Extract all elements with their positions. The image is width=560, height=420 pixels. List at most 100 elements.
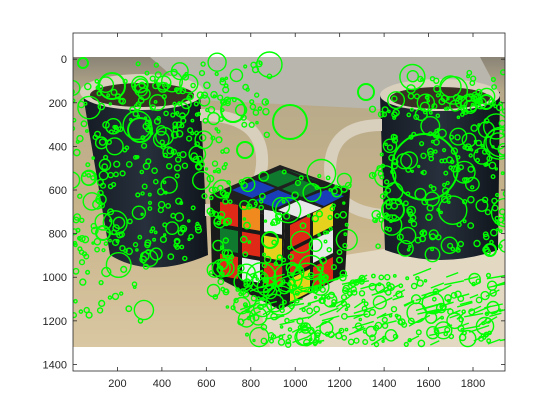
feature-circle bbox=[208, 195, 214, 201]
feature-circle bbox=[302, 183, 322, 203]
feature-circle bbox=[175, 129, 184, 138]
feature-circle bbox=[84, 82, 92, 91]
feature-circle bbox=[118, 231, 125, 238]
feature-circle bbox=[498, 119, 505, 128]
feature-circle bbox=[263, 255, 272, 264]
x-tick-label: 400 bbox=[153, 378, 171, 390]
feature-circle bbox=[139, 169, 145, 175]
feature-stroke bbox=[292, 336, 308, 344]
feature-stroke bbox=[439, 301, 454, 308]
feature-circle bbox=[219, 189, 227, 197]
feature-circle bbox=[448, 165, 454, 170]
feature-circle bbox=[196, 91, 205, 99]
feature-circle bbox=[148, 94, 166, 112]
feature-circle bbox=[237, 264, 245, 273]
feature-stroke bbox=[499, 338, 505, 342]
feature-circle bbox=[140, 191, 145, 196]
feature-stroke bbox=[430, 308, 442, 314]
feature-stroke bbox=[487, 283, 505, 289]
feature-circle bbox=[435, 93, 441, 98]
feature-circle bbox=[76, 134, 84, 143]
feature-stroke bbox=[421, 289, 442, 297]
feature-circle bbox=[382, 138, 398, 154]
feature-circle bbox=[258, 171, 270, 182]
feature-circle bbox=[95, 193, 107, 206]
feature-circle bbox=[219, 78, 227, 86]
feature-circle bbox=[390, 95, 398, 102]
feature-circle bbox=[407, 317, 415, 325]
feature-circle bbox=[287, 281, 292, 287]
feature-circle bbox=[173, 101, 190, 118]
feature-stroke bbox=[352, 320, 375, 329]
feature-circle bbox=[258, 192, 266, 200]
feature-circle bbox=[90, 226, 99, 235]
feature-circle bbox=[131, 205, 147, 220]
feature-circle bbox=[155, 124, 167, 136]
feature-circle bbox=[285, 338, 292, 345]
feature-circle bbox=[207, 52, 227, 72]
feature-circle bbox=[78, 309, 84, 314]
feature-circle bbox=[415, 275, 420, 281]
feature-circle bbox=[504, 130, 505, 132]
feature-stroke bbox=[464, 312, 484, 318]
feature-circle bbox=[339, 210, 348, 219]
feature-circle bbox=[423, 278, 428, 283]
feature-circle bbox=[374, 321, 383, 330]
feature-circle bbox=[396, 239, 414, 257]
feature-circle bbox=[294, 179, 302, 187]
feature-circle bbox=[392, 333, 399, 340]
feature-circle bbox=[370, 273, 376, 279]
feature-circle bbox=[386, 144, 394, 151]
feature-circle bbox=[390, 202, 399, 210]
feature-circle bbox=[504, 109, 505, 111]
feature-circle bbox=[196, 155, 203, 162]
feature-circle bbox=[165, 221, 180, 236]
feature-circle bbox=[186, 219, 191, 223]
feature-circle bbox=[86, 172, 92, 178]
feature-circle bbox=[241, 121, 248, 128]
feature-circle bbox=[456, 115, 461, 120]
feature-stroke bbox=[319, 307, 339, 317]
feature-stroke bbox=[407, 335, 420, 343]
feature-circle bbox=[443, 170, 449, 176]
feature-circle bbox=[491, 204, 499, 212]
feature-circle bbox=[73, 298, 78, 304]
feature-stroke bbox=[241, 313, 256, 322]
feature-stroke bbox=[262, 306, 277, 316]
feature-circle bbox=[186, 135, 193, 142]
feature-stroke bbox=[484, 309, 504, 315]
feature-circle bbox=[224, 217, 233, 226]
feature-circle bbox=[450, 246, 456, 252]
feature-circle bbox=[217, 184, 224, 192]
feature-circle bbox=[91, 241, 95, 245]
feature-circle bbox=[145, 158, 152, 165]
feature-circle bbox=[470, 148, 474, 152]
feature-circle bbox=[96, 307, 104, 314]
feature-circle bbox=[467, 195, 475, 204]
feature-circle bbox=[380, 214, 403, 236]
feature-circle bbox=[291, 191, 299, 199]
feature-circle bbox=[440, 236, 459, 255]
feature-circle bbox=[497, 216, 505, 224]
feature-circle bbox=[376, 213, 381, 218]
feature-circle bbox=[410, 169, 414, 174]
feature-circle bbox=[419, 230, 425, 236]
feature-circle bbox=[200, 61, 206, 67]
feature-circle bbox=[173, 242, 179, 248]
feature-circle bbox=[498, 229, 503, 234]
feature-circle bbox=[490, 197, 505, 228]
feature-circle bbox=[182, 255, 188, 262]
feature-stroke bbox=[291, 324, 308, 334]
feature-circle bbox=[335, 228, 358, 251]
feature-stroke bbox=[484, 316, 498, 325]
feature-circle bbox=[233, 271, 254, 292]
feature-circle bbox=[224, 100, 231, 107]
feature-circle bbox=[433, 138, 440, 146]
feature-circle bbox=[223, 288, 229, 294]
feature-circle bbox=[488, 161, 497, 170]
feature-circle bbox=[77, 95, 102, 120]
feature-circle bbox=[497, 142, 505, 156]
feature-stroke bbox=[249, 284, 265, 292]
feature-circle bbox=[391, 137, 399, 144]
feature-circle bbox=[275, 196, 302, 224]
